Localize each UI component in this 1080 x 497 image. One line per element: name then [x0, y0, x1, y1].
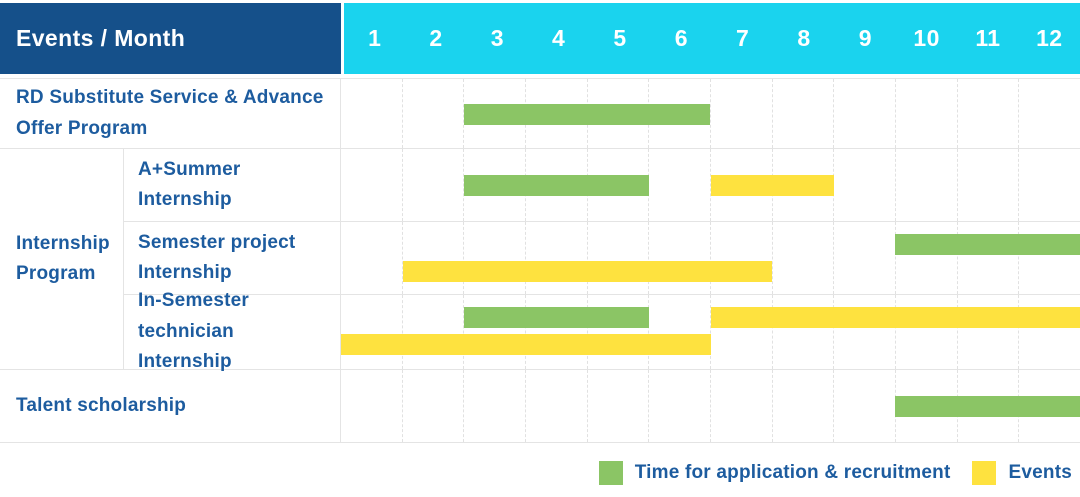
month-header-label: 12: [1019, 3, 1080, 74]
month-grid-cell: [463, 370, 525, 442]
row-label-text: Talent scholarship: [16, 391, 186, 421]
month-grid-cell: [463, 222, 525, 294]
month-grid-cell: [341, 79, 402, 148]
month-grid-cell: [341, 295, 402, 369]
legend-item-application: Time for application & recruitment: [599, 461, 951, 485]
events-month-header-cell: Events / Month: [0, 3, 341, 74]
event-bar: [403, 261, 773, 282]
month-header-label: 5: [589, 3, 650, 74]
application-bar: [464, 104, 710, 125]
month-grid-cell: [587, 222, 649, 294]
month-grid-cell: [402, 370, 464, 442]
month-grid-cell: [341, 370, 402, 442]
month-header-label: 11: [957, 3, 1018, 74]
month-header-label: 2: [405, 3, 466, 74]
application-color-swatch: [599, 461, 623, 485]
month-grid-cell: [648, 295, 710, 369]
month-header-label: 1: [344, 3, 405, 74]
month-header-label: 8: [773, 3, 834, 74]
month-grid-cell: [525, 222, 587, 294]
month-grid-cell: [1018, 149, 1080, 221]
row-label-semester-project: Semester project Internship: [124, 222, 341, 295]
row-label-talent-scholarship: Talent scholarship: [0, 370, 341, 442]
month-header-label: 4: [528, 3, 589, 74]
event-bar: [341, 334, 711, 355]
row-label-a-summer: A+Summer Internship: [124, 149, 341, 222]
month-grid-cell: [648, 370, 710, 442]
group-label-text: Internship Program: [16, 229, 117, 290]
event-bar: [711, 175, 834, 196]
application-bar: [464, 307, 649, 328]
row-label-text: RD Substitute Service & Advance Offer Pr…: [16, 83, 330, 144]
month-grid-cell: [833, 149, 895, 221]
gantt-chart-area: [341, 295, 1080, 369]
month-grid-cell: [341, 222, 402, 294]
legend-item-events: Events: [972, 461, 1072, 485]
row-label-rd-substitute: RD Substitute Service & Advance Offer Pr…: [0, 79, 341, 148]
gantt-chart-area: [341, 79, 1080, 148]
month-grid-cell: [402, 295, 464, 369]
legend: Time for application & recruitment Event…: [0, 443, 1080, 485]
month-grid-cell: [402, 222, 464, 294]
group-label-internship-program: Internship Program: [0, 149, 124, 369]
row-label-text: A+Summer Internship: [138, 155, 332, 216]
gantt-table: RD Substitute Service & Advance Offer Pr…: [0, 78, 1080, 443]
gantt-chart-area: [341, 370, 1080, 442]
month-grid-cell: [587, 370, 649, 442]
event-bar: [711, 307, 1080, 328]
month-grid-cell: [402, 149, 464, 221]
month-header-label: 6: [651, 3, 712, 74]
month-grid-cell: [957, 149, 1019, 221]
month-header-label: 9: [835, 3, 896, 74]
row-label-in-semester: In-Semester technician Internship: [124, 295, 341, 369]
month-header-label: 10: [896, 3, 957, 74]
application-bar: [464, 175, 649, 196]
month-grid-cell: [710, 222, 772, 294]
month-header-label: 7: [712, 3, 773, 74]
month-header-label: 3: [467, 3, 528, 74]
legend-label: Time for application & recruitment: [635, 462, 951, 484]
month-grid-cell: [895, 222, 957, 294]
table-row: RD Substitute Service & Advance Offer Pr…: [0, 79, 1080, 149]
month-grid-cell: [648, 149, 710, 221]
row-label-text: Semester project Internship: [138, 228, 332, 289]
month-grid-cell: [710, 370, 772, 442]
row-label-text: In-Semester technician Internship: [138, 286, 332, 377]
month-grid-cell: [1018, 222, 1080, 294]
events-color-swatch: [972, 461, 996, 485]
month-grid-cell: [895, 149, 957, 221]
month-grid-cell: [1018, 79, 1080, 148]
page-title: Events / Month: [16, 25, 185, 52]
month-grid-cell: [772, 79, 834, 148]
legend-label: Events: [1008, 462, 1072, 484]
gantt-chart-area: [341, 149, 1080, 222]
table-row: Talent scholarship: [0, 370, 1080, 443]
month-grid-cell: [772, 222, 834, 294]
month-grid-cell: [772, 370, 834, 442]
internship-program-group: Internship Program A+Summer Internship S…: [0, 149, 1080, 370]
month-grid-cell: [833, 222, 895, 294]
month-grid-cell: [648, 222, 710, 294]
application-bar: [895, 396, 1080, 417]
month-grid-cell: [833, 370, 895, 442]
gantt-chart-area: [341, 222, 1080, 295]
month-grid-cell: [957, 79, 1019, 148]
month-grid-cell: [833, 79, 895, 148]
month-grid-cell: [895, 79, 957, 148]
month-grid-cell: [402, 79, 464, 148]
month-grid-cell: [525, 370, 587, 442]
month-grid-cell: [957, 222, 1019, 294]
application-bar: [895, 234, 1080, 255]
month-grid-cell: [710, 79, 772, 148]
month-grid-cell: [341, 149, 402, 221]
